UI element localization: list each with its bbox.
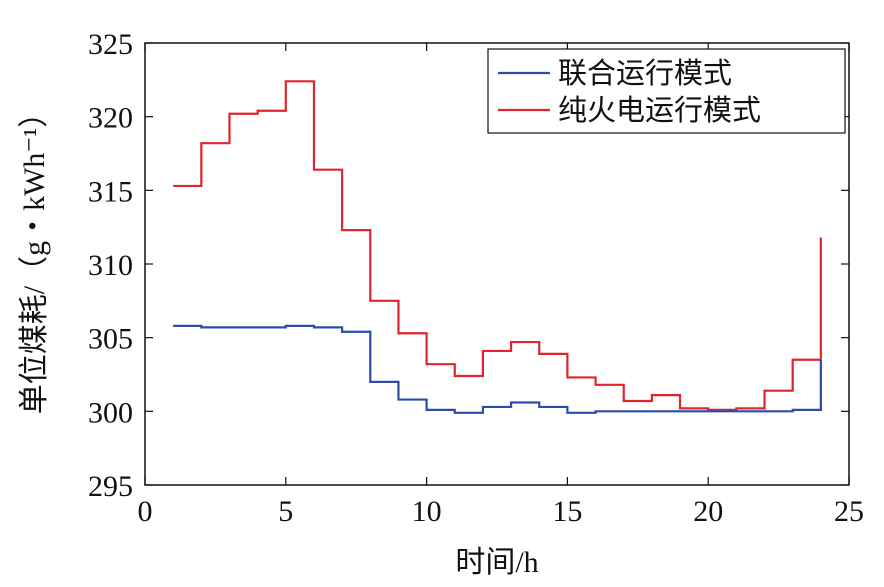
y-tick-label: 325 xyxy=(88,28,133,61)
x-tick-label: 25 xyxy=(834,495,864,528)
legend-label-combined: 联合运行模式 xyxy=(558,57,732,90)
series-layer xyxy=(173,80,822,414)
x-tick-label: 0 xyxy=(138,495,153,528)
x-tick-label: 20 xyxy=(693,495,723,528)
y-tick-label: 295 xyxy=(88,470,133,503)
y-axis-label: 单位煤耗/（g・kWh⁻¹） xyxy=(18,98,51,414)
y-tick-label: 300 xyxy=(88,396,133,429)
series-line-combined xyxy=(173,324,822,414)
x-axis-label: 时间/h xyxy=(455,546,538,579)
tick-layer: 0 5 10 15 20 25 295 300 305 310 315 320 325 xyxy=(88,28,864,528)
y-tick-label: 310 xyxy=(88,249,133,282)
series-line-thermal xyxy=(173,80,822,411)
x-tick-label: 5 xyxy=(278,495,293,528)
y-tick-label: 315 xyxy=(88,175,133,208)
legend: 联合运行模式 纯火电运行模式 xyxy=(487,48,846,134)
y-tick-label: 305 xyxy=(88,323,133,356)
y-tick-label: 320 xyxy=(88,102,133,135)
legend-box xyxy=(487,48,846,134)
x-tick-label: 10 xyxy=(412,495,442,528)
plot-frame xyxy=(144,42,850,486)
legend-label-thermal: 纯火电运行模式 xyxy=(558,94,761,127)
x-tick-label: 15 xyxy=(552,495,582,528)
